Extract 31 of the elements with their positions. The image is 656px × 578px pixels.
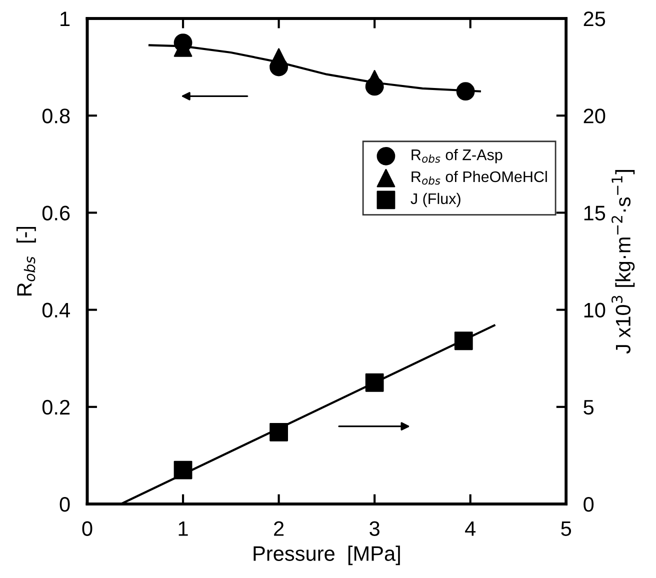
y-tick-label: 0 [60,497,70,512]
point [174,460,192,480]
y-tick-label: 1 [60,12,70,26]
x-tick-label: 5 [561,521,572,536]
y2-tick-label: 20 [584,108,606,124]
point [365,70,384,88]
legend-label: R$_{obs}$ of PheOMeHCl [412,170,547,185]
y2-tick-label: 15 [584,206,606,220]
y-tick-label: 0.4 [42,302,70,318]
y-tick-label: 0.8 [42,108,70,124]
y2-axis-title: J x10$^{3}$ [kg·m$^{−2}$·s$^{−1}$] [612,170,635,354]
point [365,373,384,392]
legend-label: J (Flux) [410,192,460,208]
legend-label: R$_{obs}$ of Z-Asp [412,149,502,164]
y2-tick-label: 5 [584,400,594,415]
point [270,48,288,67]
point [454,332,473,350]
x-tick-label: 0 [82,521,92,536]
x-tick-label: 3 [370,521,380,536]
x-tick-label: 4 [465,521,476,536]
y-axis-title: R$_{obs}$ [-] [16,226,36,296]
y2-tick-label: 25 [584,11,606,26]
y-tick-label: 0.6 [42,206,70,220]
y2-tick-label: 10 [584,302,606,318]
x-tick-label: 1 [178,521,188,536]
point [456,82,475,101]
y-tick-label: 0.2 [42,400,70,415]
y2-tick-label: 0 [584,497,594,512]
point [270,422,288,442]
x-axis-title: Pressure [MPa] [254,546,400,566]
x-tick-label: 2 [274,521,284,536]
